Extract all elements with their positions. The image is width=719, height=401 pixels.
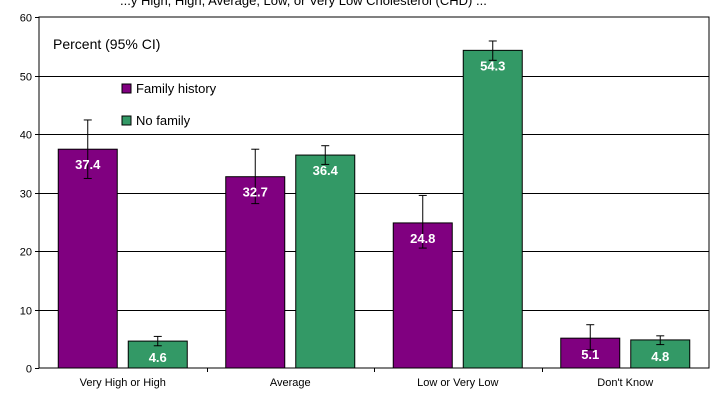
x-tick-label: Don't Know (597, 377, 653, 389)
plot-border (38, 16, 710, 369)
y-axis: 0 10 20 30 40 50 60 (20, 13, 39, 376)
y-tick-label: 60 (20, 13, 32, 25)
y-tick-label: 30 (20, 189, 32, 201)
bar-no-family (295, 154, 356, 369)
legend-swatch-family-history (121, 83, 132, 94)
y-tick-label: 40 (20, 130, 32, 142)
y-tick-label: 50 (20, 72, 32, 84)
plot-area (38, 16, 710, 369)
legend-label: No family (136, 113, 191, 128)
bars-group (57, 49, 691, 369)
x-tick-label: Low or Very Low (417, 377, 498, 389)
ci-annotation: Percent (95% CI) (53, 36, 160, 52)
value-labels-group: 37.4 4.6 32.7 36.4 24.8 54.3 5.1 4.8 (75, 58, 669, 365)
y-tick-label: 0 (26, 364, 32, 376)
legend-swatch-no-family (121, 115, 132, 126)
value-label: 4.8 (651, 349, 669, 364)
legend: Family history No family (121, 81, 217, 128)
error-bars-group (83, 40, 665, 351)
y-tick-label: 20 (20, 247, 32, 259)
y-tick-label: 10 (20, 306, 32, 318)
x-axis: Very High or High Average Low or Very Low D… (80, 368, 653, 389)
bar-no-family (462, 49, 523, 369)
gridlines (39, 76, 709, 311)
bar-family-history (225, 176, 286, 369)
bar-family-history (57, 148, 118, 369)
value-label: 24.8 (410, 231, 435, 246)
x-tick-label: Very High or High (80, 377, 166, 389)
value-label: 37.4 (75, 157, 101, 172)
x-tick-label: Average (270, 377, 311, 389)
value-label: 32.7 (243, 185, 268, 200)
value-label: 36.4 (313, 163, 339, 178)
value-label: 54.3 (480, 58, 505, 73)
value-label: 4.6 (149, 350, 167, 365)
legend-label: Family history (136, 81, 217, 96)
value-label: 5.1 (581, 347, 599, 362)
annotation-group: Percent (95% CI) (53, 36, 160, 52)
chart-title-text: ...y High, High, Average, Low, or Very L… (120, 0, 487, 8)
chart-title-fragment: ...y High, High, Average, Low, or Very L… (0, 0, 719, 9)
